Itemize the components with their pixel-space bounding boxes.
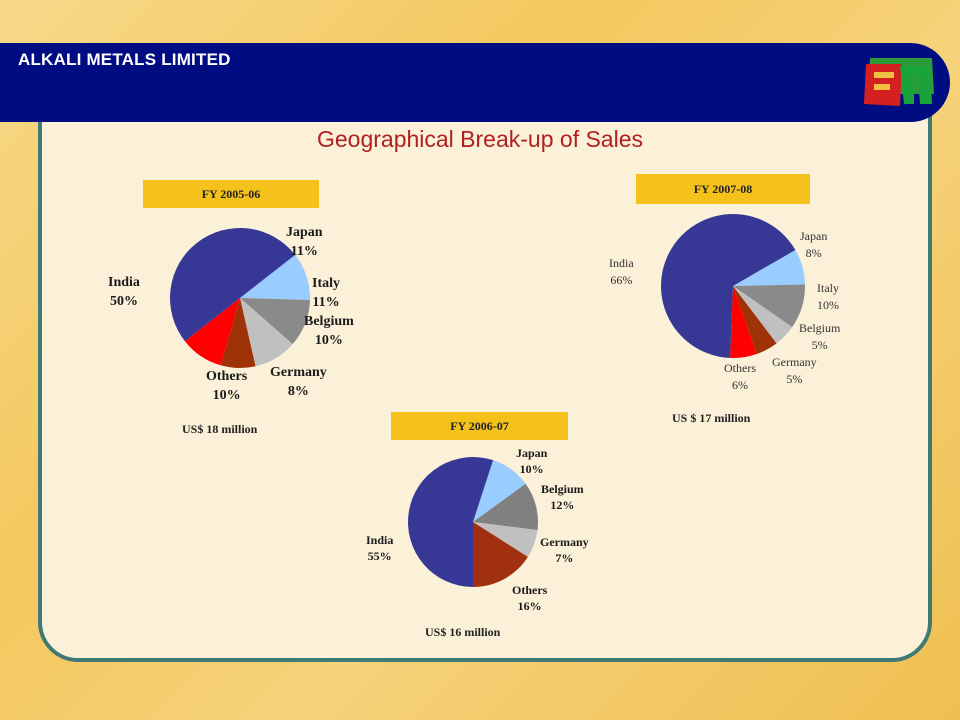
label-italy-2007-08: Italy 10% (817, 281, 839, 313)
total-2005-06: US$ 18 million (182, 422, 258, 436)
pie-chart-2005-06 (170, 228, 310, 368)
pie-slice-germany-2005-06 (220, 298, 256, 368)
pie-slice-japan-2007-08 (733, 250, 805, 286)
label-india-2007-08: India 66% (609, 256, 634, 288)
label-belgium-2006-07: Belgium 12% (541, 482, 584, 513)
label-japan-2005-06: Japan 11% (286, 225, 323, 259)
pie-slice-germany-2006-07 (473, 522, 538, 557)
header-bar (0, 43, 950, 122)
pie-slice-others-2007-08 (729, 286, 757, 358)
fy-label-2007-08: FY 2007-08 (636, 174, 810, 204)
label-belgium-2007-08: Belgium 5% (799, 321, 841, 353)
pie-chart-2006-07 (408, 457, 538, 587)
label-germany-2005-06: Germany 8% (270, 365, 327, 399)
company-name: ALKALI METALS LIMITED (18, 50, 231, 69)
pie-slice-others-2005-06 (184, 298, 240, 366)
pie-slice-italy-2007-08 (733, 284, 805, 328)
label-germany-2007-08: Germany 5% (772, 355, 817, 387)
pie-slice-india-2005-06 (170, 228, 296, 342)
label-japan-2006-07: Japan 10% (516, 446, 548, 477)
pie-slice-india-2007-08 (661, 214, 796, 358)
pie-slice-belgium-2006-07 (473, 483, 538, 531)
pie-slice-italy-2005-06 (240, 298, 310, 345)
label-belgium-2005-06: Belgium 10% (304, 314, 354, 348)
company-logo (864, 58, 934, 106)
total-2006-07: US$ 16 million (425, 625, 501, 639)
pie-slice-india-2006-07 (408, 457, 494, 587)
pie-slice-germany-2007-08 (733, 286, 777, 354)
pie-slice-japan-2005-06 (240, 254, 310, 300)
fy-label-2006-07: FY 2006-07 (391, 412, 568, 440)
total-2007-08: US $ 17 million (672, 411, 751, 425)
label-italy-2005-06: Italy 11% (312, 276, 340, 310)
label-india-2005-06: India 50% (108, 275, 140, 309)
label-others-2006-07: Others 16% (512, 583, 548, 614)
pie-slice-belgium-2007-08 (733, 286, 793, 344)
label-others-2005-06: Others 10% (206, 369, 248, 403)
label-japan-2007-08: Japan 8% (800, 229, 828, 261)
page-title: Geographical Break-up of Sales (316, 126, 644, 152)
label-germany-2006-07: Germany 7% (540, 535, 589, 566)
pie-chart-2007-08 (661, 214, 805, 358)
label-india-2006-07: India 55% (366, 533, 394, 564)
fy-label-2005-06: FY 2005-06 (143, 180, 319, 208)
pie-slice-belgium-2005-06 (240, 298, 293, 367)
pie-slice-others-2006-07 (473, 522, 528, 587)
pie-slice-japan-2006-07 (473, 460, 526, 522)
label-others-2007-08: Others 6% (724, 361, 756, 393)
